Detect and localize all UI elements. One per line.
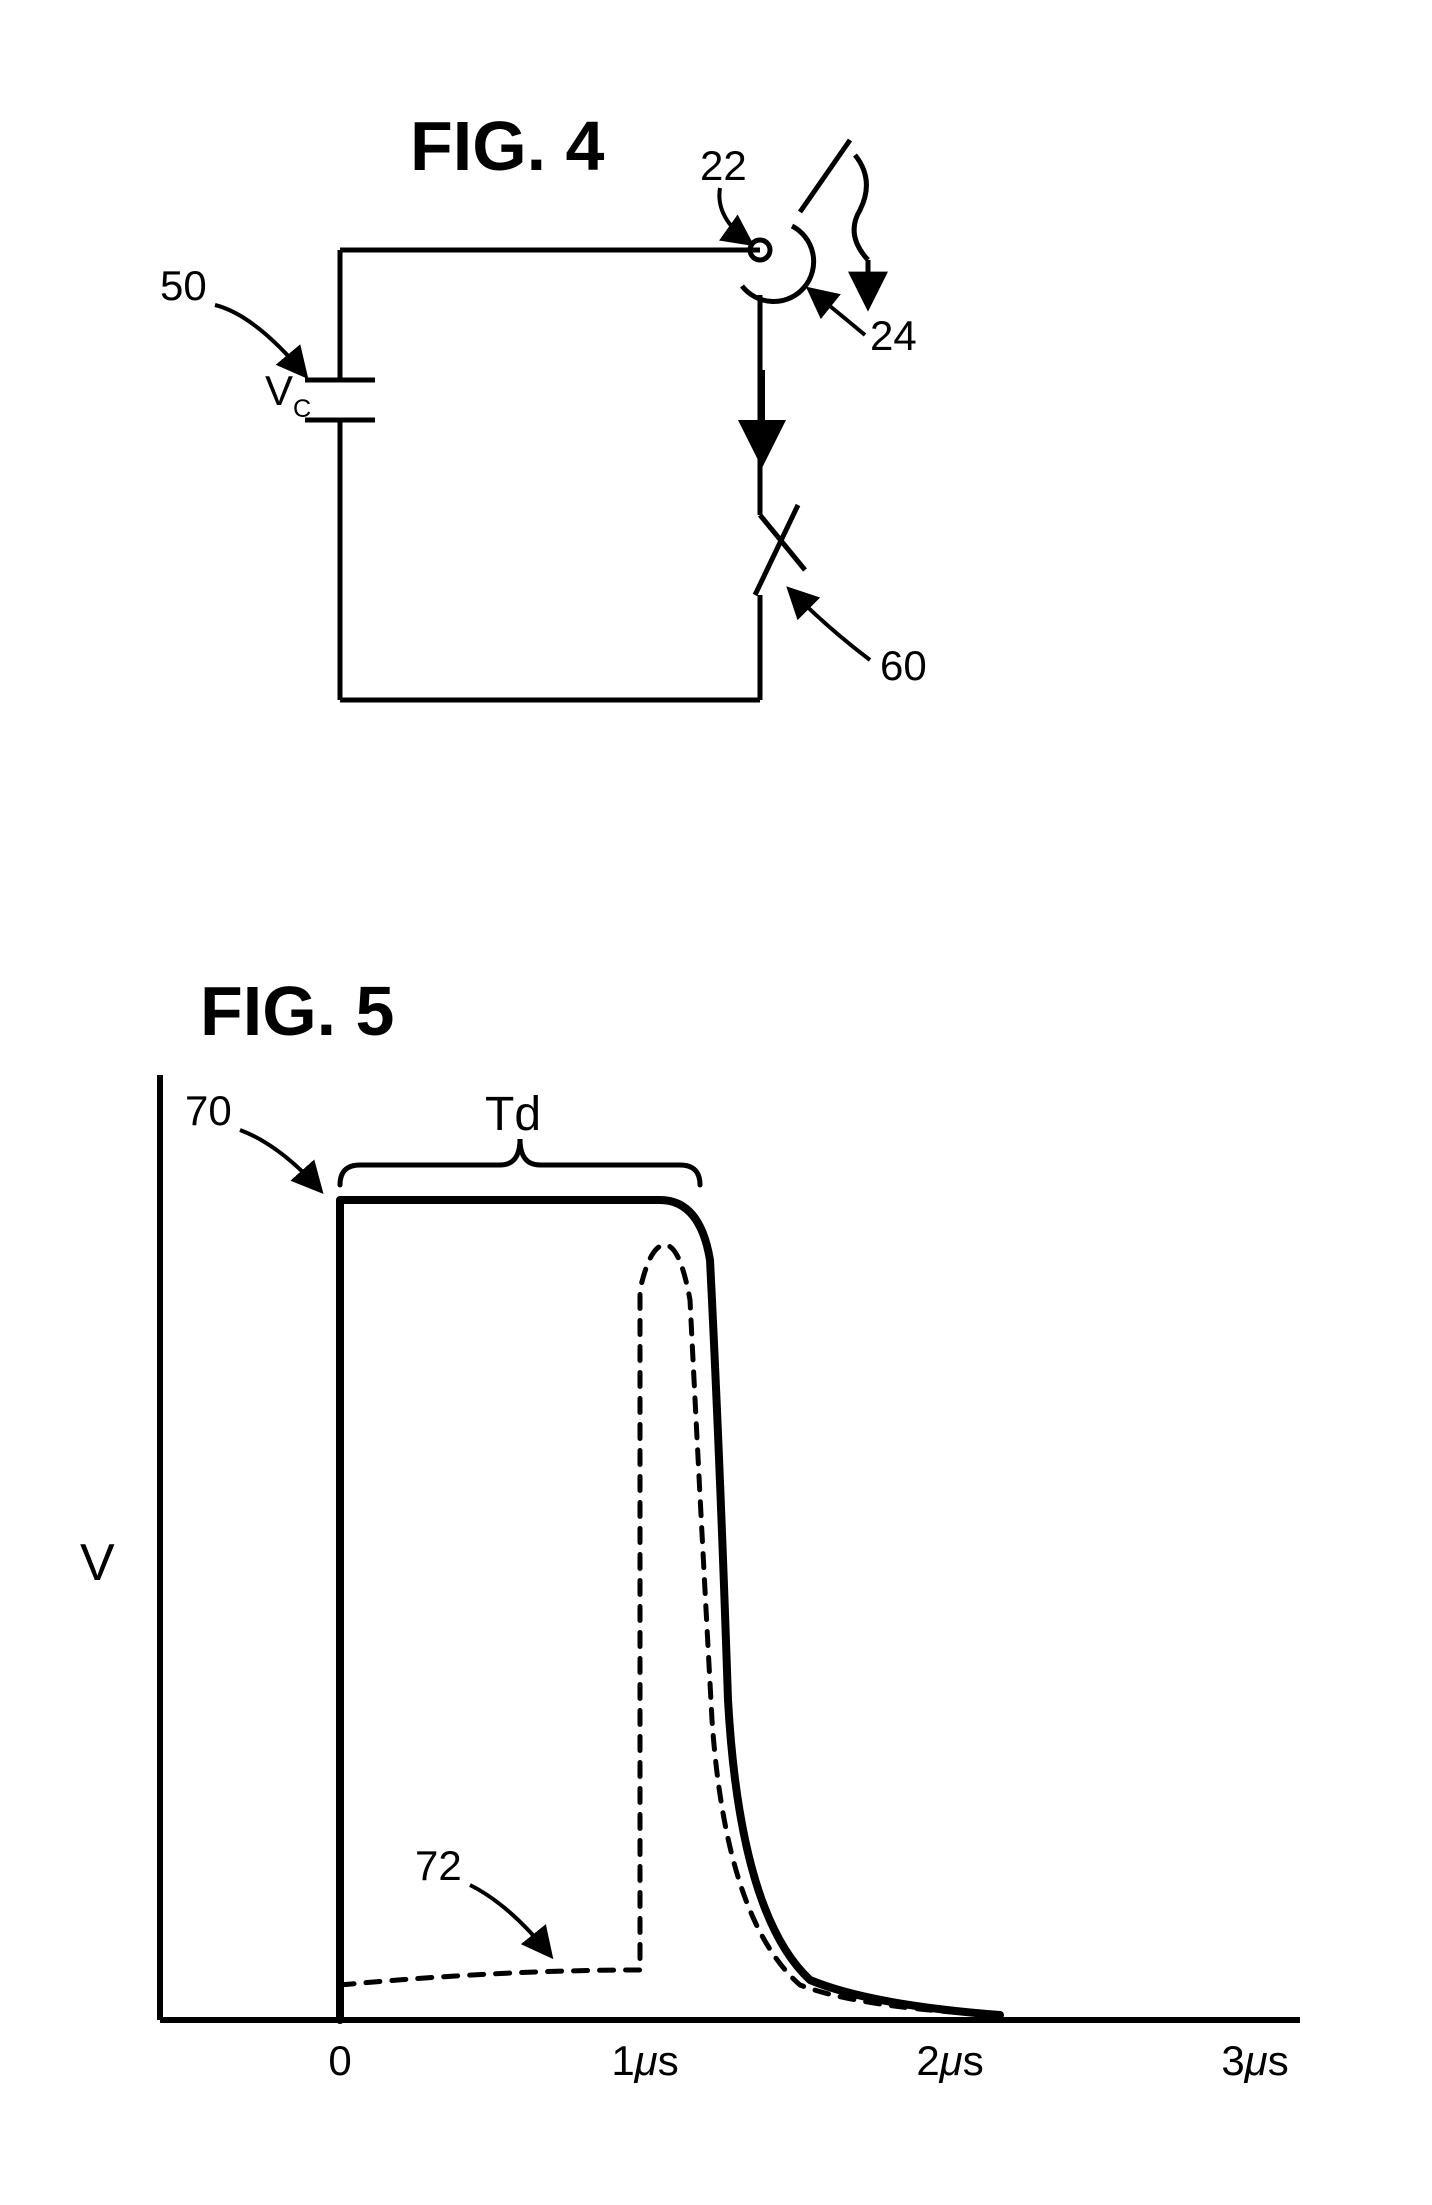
svg-text:0: 0 — [328, 2037, 351, 2084]
svg-text:72: 72 — [415, 1842, 462, 1889]
svg-text:2μs: 2μs — [916, 2037, 983, 2084]
svg-text:Td: Td — [485, 1088, 541, 1141]
svg-text:50: 50 — [160, 262, 207, 309]
svg-text:1μs: 1μs — [611, 2037, 678, 2084]
svg-text:V: V — [80, 1534, 115, 1592]
svg-text:22: 22 — [700, 142, 747, 189]
svg-text:FIG. 5: FIG. 5 — [200, 972, 394, 1050]
svg-text:60: 60 — [880, 642, 927, 689]
svg-text:24: 24 — [870, 312, 917, 359]
svg-text:3μs: 3μs — [1221, 2037, 1288, 2084]
svg-text:FIG. 4: FIG. 4 — [410, 107, 605, 185]
svg-text:70: 70 — [185, 1087, 232, 1134]
